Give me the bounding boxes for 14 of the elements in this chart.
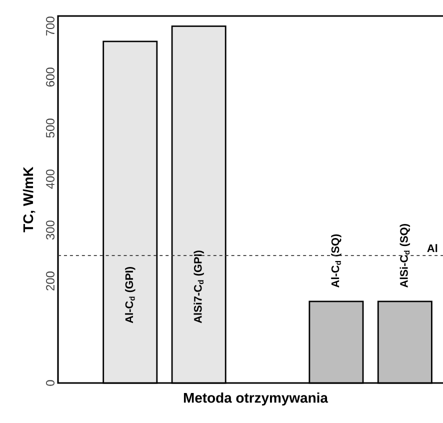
y-tick-label: 600: [46, 68, 54, 87]
y-tick-label: 0: [46, 380, 54, 386]
y-tick-label: 200: [46, 272, 54, 290]
y-tick-label: 500: [46, 118, 54, 138]
x-tick-label: AlSi-C$_{d}$ (SQ): [400, 224, 410, 288]
x-axis-title: Metoda otrzymywania: [184, 392, 328, 406]
y-tick-label: 400: [46, 170, 54, 189]
y-tick-label: 300: [46, 220, 54, 240]
y-axis-title: TC, W/mK: [22, 166, 36, 232]
ref-line-label: Al: [427, 244, 438, 252]
y-tick-label: 700: [46, 16, 54, 36]
x-tick-label: AlSi7-C$_{d}$ (GPI): [194, 250, 204, 324]
x-tick-label: Al-C$_{d}$ (GPI): [125, 267, 136, 324]
x-tick-label: Al-C$_{d}$ (SQ): [331, 234, 342, 288]
